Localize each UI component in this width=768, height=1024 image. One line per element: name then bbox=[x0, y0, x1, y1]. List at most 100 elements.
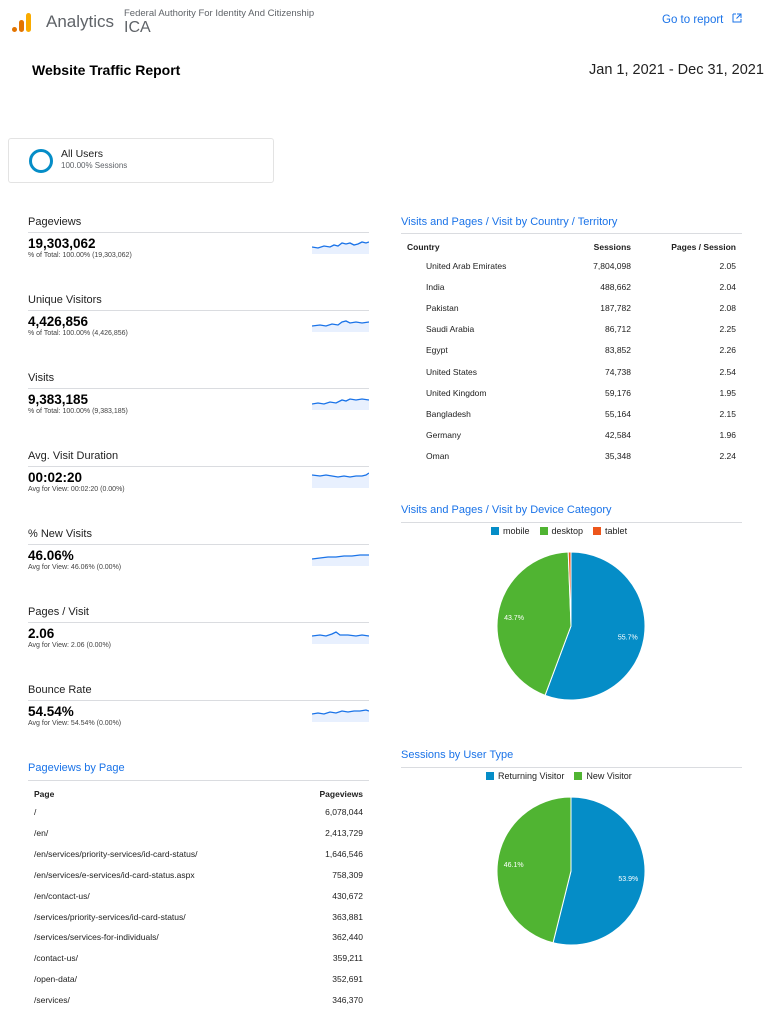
legend-item-desktop[interactable]: desktop bbox=[539, 526, 584, 536]
pageviews-cell: 352,691 bbox=[332, 974, 363, 985]
country-cell: Saudi Arabia bbox=[426, 324, 475, 335]
go-to-report-link[interactable]: Go to report bbox=[662, 14, 724, 26]
external-link-icon[interactable] bbox=[732, 13, 742, 23]
metric-value: 9,383,185 bbox=[28, 392, 89, 407]
pages-per-session-cell: 2.04 bbox=[719, 282, 736, 293]
sessions-cell: 55,164 bbox=[605, 408, 631, 419]
country-cell: Germany bbox=[426, 429, 461, 440]
metric-label: Unique Visitors bbox=[28, 294, 102, 306]
page-path-cell: /services/priority-services/id-card-stat… bbox=[34, 911, 186, 922]
pages-per-session-cell: 2.08 bbox=[719, 303, 736, 314]
page-path-cell: /open-data/ bbox=[34, 974, 78, 985]
user-type-chart-title[interactable]: Sessions by User Type bbox=[401, 749, 514, 761]
page-path-cell: /services/ bbox=[34, 995, 70, 1006]
divider bbox=[28, 622, 369, 623]
divider bbox=[28, 310, 369, 311]
legend-label: desktop bbox=[551, 526, 584, 536]
brand-name: Analytics bbox=[46, 12, 115, 31]
pages-per-session-cell: 1.96 bbox=[719, 429, 736, 440]
sessions-cell: 86,712 bbox=[605, 324, 631, 335]
sparkline-chart bbox=[312, 631, 369, 644]
legend-item-returning-visitor[interactable]: Returning Visitor bbox=[486, 771, 564, 781]
metric-pages-per-visit: Pages / Visit 2.06 Avg for View: 2.06 (0… bbox=[28, 606, 369, 676]
country-cell: United States bbox=[426, 366, 478, 377]
legend-label: mobile bbox=[503, 526, 530, 536]
column-header-country: Country bbox=[407, 242, 440, 252]
metric-subtext: % of Total: 100.00% (9,383,185) bbox=[28, 408, 128, 415]
legend-label: tablet bbox=[605, 526, 628, 536]
column-header-sessions: Sessions bbox=[593, 242, 631, 252]
sessions-cell: 74,738 bbox=[605, 366, 631, 377]
metric-value: 00:02:20 bbox=[28, 470, 83, 485]
legend-swatch bbox=[486, 772, 494, 780]
metric-label: Pageviews bbox=[28, 216, 82, 228]
legend-swatch bbox=[574, 772, 583, 780]
country-cell: Bangladesh bbox=[426, 408, 471, 419]
pages-per-session-cell: 1.95 bbox=[719, 387, 736, 398]
sessions-cell: 7,804,098 bbox=[593, 261, 631, 271]
user-type-slice-new-visitor[interactable] bbox=[496, 796, 572, 944]
device-pie-chart: 55.7% 43.7% bbox=[496, 551, 646, 701]
divider bbox=[28, 232, 369, 233]
legend-label: New Visitor bbox=[586, 771, 632, 781]
device-slice-tablet[interactable] bbox=[567, 551, 572, 627]
divider bbox=[28, 780, 369, 781]
segment-card[interactable]: All Users 100.00% Sessions bbox=[8, 138, 274, 183]
header: Analytics Federal Authority For Identity… bbox=[0, 0, 768, 44]
report-title: Website Traffic Report bbox=[32, 62, 181, 78]
sessions-cell: 83,852 bbox=[605, 345, 631, 356]
pageviews-cell: 359,211 bbox=[332, 953, 363, 964]
page-path-cell: /en/services/priority-services/id-card-s… bbox=[34, 848, 198, 859]
legend-item-new-visitor[interactable]: New Visitor bbox=[574, 771, 632, 781]
country-cell: Oman bbox=[426, 450, 450, 461]
device-slice-mobile[interactable] bbox=[544, 551, 646, 701]
metric-label: Pages / Visit bbox=[28, 606, 89, 618]
pageviews-cell: 346,370 bbox=[332, 995, 363, 1006]
sessions-cell: 59,176 bbox=[605, 387, 631, 398]
legend-item-tablet[interactable]: tablet bbox=[593, 526, 627, 536]
device-chart-title[interactable]: Visits and Pages / Visit by Device Categ… bbox=[401, 504, 612, 516]
legend-swatch bbox=[593, 527, 602, 535]
sparkline-chart bbox=[312, 554, 369, 566]
pageviews-cell: 430,672 bbox=[332, 890, 363, 901]
page-path-cell: /services/services-for-individuals/ bbox=[34, 932, 159, 943]
device-slice-desktop[interactable] bbox=[496, 551, 572, 696]
metric-value: 46.06% bbox=[28, 548, 74, 563]
metric-subtext: % of Total: 100.00% (19,303,062) bbox=[28, 252, 132, 259]
metric-unique-visitors: Unique Visitors 4,426,856 % of Total: 10… bbox=[28, 294, 369, 364]
metric-bounce-rate: Bounce Rate 54.54% Avg for View: 54.54% … bbox=[28, 684, 369, 754]
pageviews-cell: 1,646,546 bbox=[325, 848, 363, 859]
column-header-pageviews: Pageviews bbox=[319, 789, 363, 799]
pages-per-session-cell: 2.26 bbox=[719, 345, 736, 356]
date-range[interactable]: Jan 1, 2021 - Dec 31, 2021 bbox=[589, 62, 764, 78]
metric-subtext: Avg for View: 46.06% (0.00%) bbox=[28, 564, 122, 571]
metric-value: 2.06 bbox=[28, 626, 55, 641]
metric-pageviews: Pageviews 19,303,062 % of Total: 100.00%… bbox=[28, 216, 369, 286]
pageviews-cell: 362,440 bbox=[332, 932, 363, 943]
sessions-cell: 488,662 bbox=[600, 282, 631, 293]
pageviews-cell: 758,309 bbox=[332, 869, 363, 880]
user-type-slice-returning-visitor[interactable] bbox=[552, 796, 646, 946]
analytics-logo-icon bbox=[12, 13, 31, 32]
segment-name: All Users bbox=[61, 148, 104, 160]
sparkline-chart bbox=[312, 320, 369, 332]
legend-item-mobile[interactable]: mobile bbox=[491, 526, 530, 536]
legend-swatch bbox=[539, 527, 548, 535]
divider bbox=[401, 767, 742, 768]
sparkline-chart bbox=[312, 472, 369, 488]
country-cell: India bbox=[426, 282, 445, 293]
sessions-cell: 35,348 bbox=[605, 450, 631, 461]
country-table-title[interactable]: Visits and Pages / Visit by Country / Te… bbox=[401, 216, 618, 228]
divider bbox=[28, 466, 369, 467]
metric-value: 54.54% bbox=[28, 704, 74, 719]
page-path-cell: / bbox=[34, 807, 37, 817]
metric-value: 4,426,856 bbox=[28, 314, 89, 329]
user-type-pie-chart: 53.9% 46.1% bbox=[496, 796, 646, 946]
segment-ring-icon bbox=[29, 149, 53, 173]
user-type-data-label: 53.9% bbox=[618, 876, 638, 883]
device-data-label: 43.7% bbox=[504, 615, 524, 622]
pages-table-title[interactable]: Pageviews by Page bbox=[28, 762, 125, 774]
country-cell: United Kingdom bbox=[426, 387, 487, 398]
divider bbox=[401, 233, 742, 234]
page-path-cell: /contact-us/ bbox=[34, 953, 78, 964]
